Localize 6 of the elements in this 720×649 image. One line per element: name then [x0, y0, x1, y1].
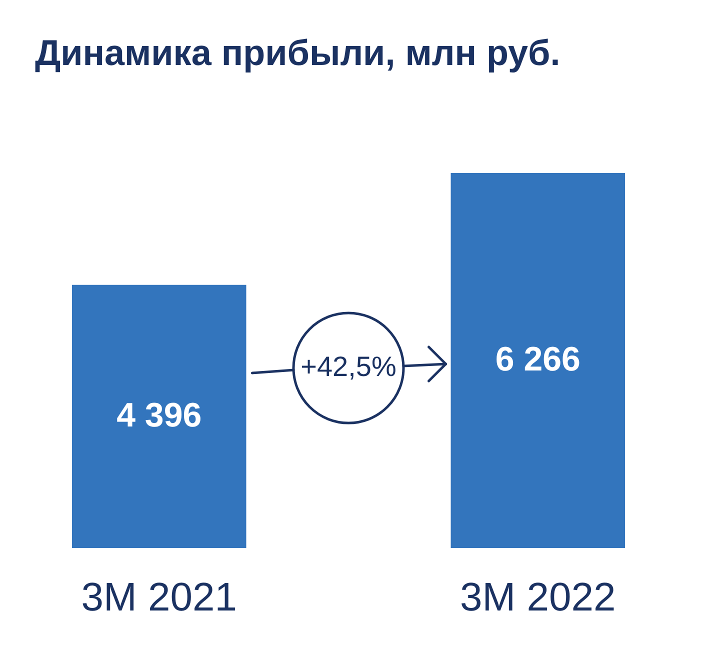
x-tick-label: 3M 2022 [460, 576, 616, 620]
chart-title: Динамика прибыли, млн руб. [35, 32, 560, 73]
data-label: 6 266 [495, 340, 580, 378]
data-label: 4 396 [116, 396, 202, 434]
annotation: +42,5% [300, 351, 396, 382]
x-tick-label: 3M 2021 [81, 576, 237, 620]
